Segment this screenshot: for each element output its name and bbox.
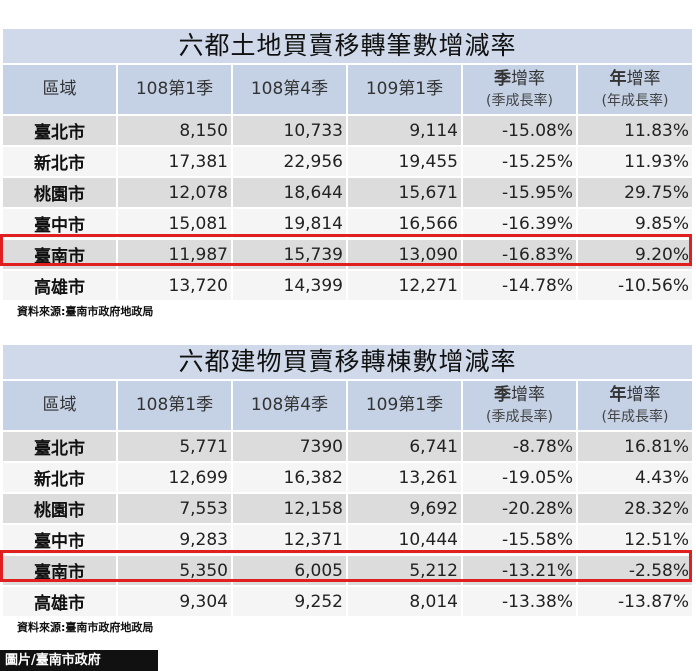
- source-note: 資料來源:臺南市政府地政局: [17, 621, 154, 634]
- table-row: 桃園市 7,553 12,158 9,692 -20.28% 28.32%: [3, 492, 692, 523]
- cell-region: 臺北市: [3, 430, 118, 461]
- cell-region: 高雄市: [3, 585, 118, 616]
- table-row: 臺北市 5,771 7390 6,741 -8.78% 16.81%: [3, 430, 692, 461]
- header-annual-growth: 年增率 (年成長率): [578, 63, 692, 114]
- header-109q1: 109第1季: [348, 63, 463, 114]
- header-region: 區域: [3, 379, 118, 430]
- cell-108q4: 22,956: [233, 145, 348, 176]
- cell-region: 臺中市: [3, 207, 118, 238]
- building-transfer-table: 六都建物買賣移轉棟數增減率 區域 108第1季 108第4季 109第1季 季增…: [3, 345, 692, 635]
- header-row: 區域 108第1季 108第4季 109第1季 季增率 (季成長率) 年增率 (年成…: [3, 379, 692, 430]
- table-row: 新北市 17,381 22,956 19,455 -15.25% 11.93%: [3, 145, 692, 176]
- cell-annual-growth: 16.81%: [578, 430, 692, 461]
- cell-108q4: 14,399: [233, 269, 348, 300]
- highlight-box: [0, 550, 692, 582]
- cell-108q1: 8,150: [118, 114, 233, 145]
- header-109q1: 109第1季: [348, 379, 463, 430]
- table-row: 桃園市 12,078 18,644 15,671 -15.95% 29.75%: [3, 176, 692, 207]
- cell-108q4: 10,733: [233, 114, 348, 145]
- cell-109q1: 15,671: [348, 176, 463, 207]
- cell-108q4: 12,158: [233, 492, 348, 523]
- cell-108q1: 5,771: [118, 430, 233, 461]
- cell-quarterly-growth: -15.25%: [463, 145, 578, 176]
- table-row: 臺中市 15,081 19,814 16,566 -16.39% 9.85%: [3, 207, 692, 238]
- cell-annual-growth: 12.51%: [578, 523, 692, 554]
- cell-108q4: 19,814: [233, 207, 348, 238]
- cell-109q1: 13,261: [348, 461, 463, 492]
- header-108q4: 108第4季: [233, 63, 348, 114]
- cell-108q1: 7,553: [118, 492, 233, 523]
- cell-annual-growth: 11.93%: [578, 145, 692, 176]
- cell-quarterly-growth: -19.05%: [463, 461, 578, 492]
- cell-108q1: 13,720: [118, 269, 233, 300]
- cell-annual-growth: 9.85%: [578, 207, 692, 238]
- cell-108q1: 12,078: [118, 176, 233, 207]
- cell-109q1: 12,271: [348, 269, 463, 300]
- cell-region: 桃園市: [3, 176, 118, 207]
- cell-quarterly-growth: -20.28%: [463, 492, 578, 523]
- cell-region: 高雄市: [3, 269, 118, 300]
- cell-108q4: 18,644: [233, 176, 348, 207]
- cell-109q1: 10,444: [348, 523, 463, 554]
- header-108q1: 108第1季: [118, 63, 233, 114]
- table-row: 臺中市 9,283 12,371 10,444 -15.58% 12.51%: [3, 523, 692, 554]
- cell-annual-growth: 11.83%: [578, 114, 692, 145]
- cell-108q4: 9,252: [233, 585, 348, 616]
- table-row: 高雄市 9,304 9,252 8,014 -13.38% -13.87%: [3, 585, 692, 616]
- cell-quarterly-growth: -15.08%: [463, 114, 578, 145]
- cell-109q1: 16,566: [348, 207, 463, 238]
- header-108q4: 108第4季: [233, 379, 348, 430]
- cell-annual-growth: -10.56%: [578, 269, 692, 300]
- cell-109q1: 8,014: [348, 585, 463, 616]
- highlight-box: [0, 234, 692, 266]
- table-row: 新北市 12,699 16,382 13,261 -19.05% 4.43%: [3, 461, 692, 492]
- cell-109q1: 19,455: [348, 145, 463, 176]
- cell-quarterly-growth: -16.39%: [463, 207, 578, 238]
- cell-108q1: 9,304: [118, 585, 233, 616]
- cell-quarterly-growth: -14.78%: [463, 269, 578, 300]
- header-region: 區域: [3, 63, 118, 114]
- cell-annual-growth: 4.43%: [578, 461, 692, 492]
- cell-108q1: 9,283: [118, 523, 233, 554]
- cell-region: 臺中市: [3, 523, 118, 554]
- cell-108q4: 7390: [233, 430, 348, 461]
- header-quarterly-growth: 季增率 (季成長率): [463, 63, 578, 114]
- cell-quarterly-growth: -15.95%: [463, 176, 578, 207]
- cell-quarterly-growth: -13.38%: [463, 585, 578, 616]
- cell-quarterly-growth: -15.58%: [463, 523, 578, 554]
- cell-quarterly-growth: -8.78%: [463, 430, 578, 461]
- photo-credit: 圖片/臺南市政府: [0, 650, 158, 671]
- cell-108q1: 12,699: [118, 461, 233, 492]
- table-row: 高雄市 13,720 14,399 12,271 -14.78% -10.56%: [3, 269, 692, 300]
- header-108q1: 108第1季: [118, 379, 233, 430]
- cell-region: 臺北市: [3, 114, 118, 145]
- cell-109q1: 9,692: [348, 492, 463, 523]
- table-title: 六都建物買賣移轉棟數增減率: [3, 345, 692, 379]
- table-row: 臺北市 8,150 10,733 9,114 -15.08% 11.83%: [3, 114, 692, 145]
- cell-108q4: 16,382: [233, 461, 348, 492]
- header-annual-growth: 年增率 (年成長率): [578, 379, 692, 430]
- header-quarterly-growth: 季增率 (季成長率): [463, 379, 578, 430]
- header-row: 區域 108第1季 108第4季 109第1季 季增率 (季成長率) 年增率 (年成…: [3, 63, 692, 114]
- source-note: 資料來源:臺南市政府地政局: [17, 305, 154, 318]
- cell-109q1: 9,114: [348, 114, 463, 145]
- cell-annual-growth: 29.75%: [578, 176, 692, 207]
- cell-annual-growth: 28.32%: [578, 492, 692, 523]
- cell-annual-growth: -13.87%: [578, 585, 692, 616]
- cell-region: 新北市: [3, 145, 118, 176]
- land-transfer-table: 六都土地買賣移轉筆數增減率 區域 108第1季 108第4季 109第1季 季增…: [3, 29, 692, 319]
- cell-region: 新北市: [3, 461, 118, 492]
- cell-109q1: 6,741: [348, 430, 463, 461]
- cell-108q1: 17,381: [118, 145, 233, 176]
- table-title: 六都土地買賣移轉筆數增減率: [3, 29, 692, 63]
- cell-108q1: 15,081: [118, 207, 233, 238]
- cell-108q4: 12,371: [233, 523, 348, 554]
- cell-region: 桃園市: [3, 492, 118, 523]
